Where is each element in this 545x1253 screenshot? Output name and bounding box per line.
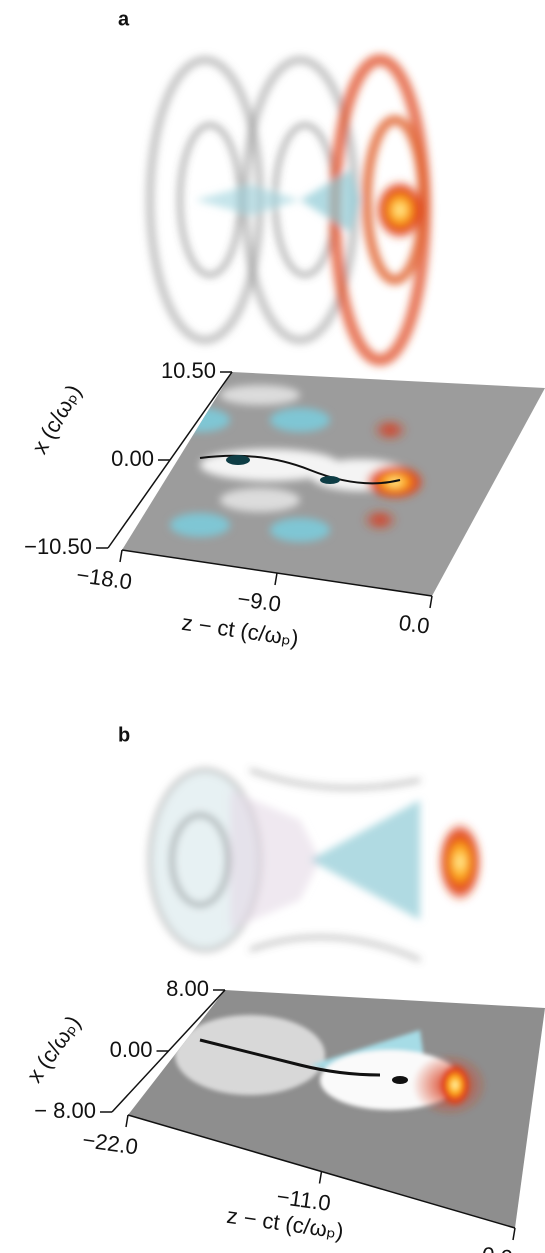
z-tick-label: −9.0 (236, 586, 282, 617)
z-tick (274, 572, 278, 586)
x-tick-label: −10.50 (24, 534, 92, 559)
render-3d (146, 54, 431, 366)
x-tick-label: 0.00 (110, 1037, 153, 1062)
x-tick-label: 0.00 (111, 446, 154, 471)
z-tick-label: −18.0 (75, 562, 134, 595)
x-tick-label: 10.50 (161, 358, 216, 383)
panel-label: a (118, 8, 130, 30)
z-tick (318, 1171, 323, 1184)
panel-label: b (118, 724, 130, 746)
render-3d (148, 768, 482, 962)
x-tick-label: − 8.00 (34, 1098, 96, 1123)
z-tick (512, 1227, 516, 1241)
x-tick-label: 8.00 (166, 976, 209, 1001)
heatmap-plane (122, 372, 545, 596)
x-axis-label: x (c/ωₚ) (22, 1011, 86, 1087)
z-tick (125, 1114, 129, 1128)
z-tick-label: 0.0 (480, 1242, 514, 1253)
z-axis-label: z − ct (c/ωₚ) (180, 610, 300, 651)
z-tick-label: −22.0 (81, 1127, 140, 1160)
z-tick (119, 549, 123, 563)
x-axis-label: x (c/ωₚ) (27, 380, 86, 458)
z-tick (429, 595, 433, 609)
z-tick-label: 0.0 (397, 610, 431, 639)
